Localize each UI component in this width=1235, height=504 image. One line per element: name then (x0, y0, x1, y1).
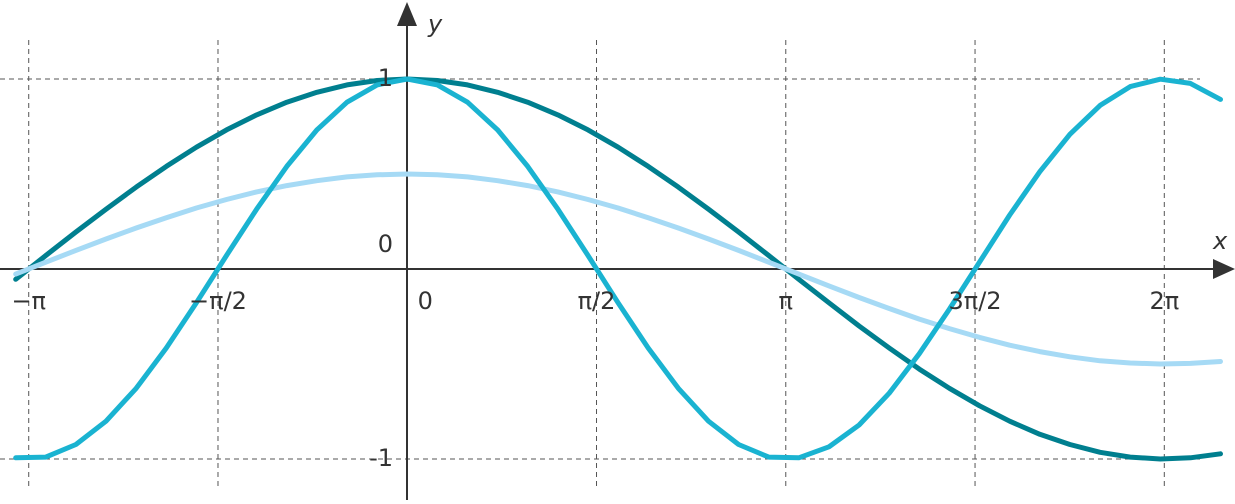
x-tick-label: 3π/2 (948, 287, 1001, 315)
y-tick-label: -1 (369, 444, 393, 472)
x-axis-arrow (1213, 259, 1235, 279)
y-axis-label: y (427, 10, 443, 38)
x-tick-label: 0 (418, 287, 433, 315)
curves (13, 76, 1223, 462)
y-tick-label: 1 (378, 64, 393, 92)
curve (13, 76, 1223, 462)
x-tick-label: π (779, 287, 793, 315)
grid (0, 40, 1200, 490)
curve (13, 76, 1223, 461)
x-tick-label: 2π (1149, 287, 1179, 315)
y-tick-label: 0 (378, 230, 393, 258)
x-tick-label: π/2 (578, 287, 616, 315)
x-axis-label: x (1212, 227, 1228, 255)
x-tick-label: −π/2 (189, 287, 247, 315)
x-tick-label: −π (11, 287, 46, 315)
curve (13, 171, 1223, 367)
y-axis-arrow (397, 2, 417, 26)
